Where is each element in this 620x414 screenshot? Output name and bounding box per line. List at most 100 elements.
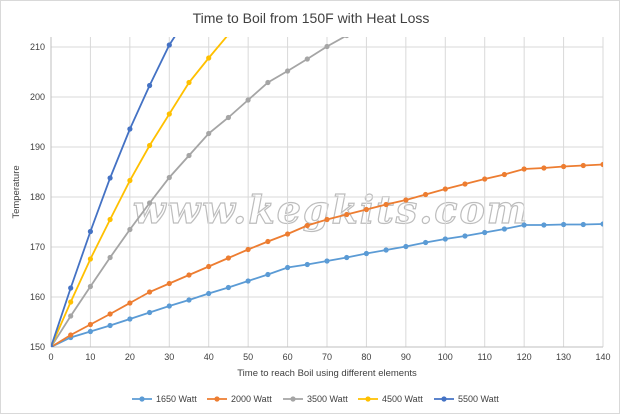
data-point-3500-watt	[265, 79, 271, 86]
data-point-1650-watt	[107, 322, 113, 329]
x-tick-label: 20	[125, 352, 135, 362]
data-point-1650-watt	[344, 254, 350, 261]
x-axis-label: Time to reach Boil using different eleme…	[237, 368, 417, 379]
data-point-2000-watt	[344, 211, 350, 218]
series-3500-watt	[51, 37, 349, 347]
data-point-3500-watt	[127, 226, 133, 233]
data-point-2000-watt	[225, 255, 231, 261]
data-point-4500-watt	[87, 256, 93, 262]
data-point-5500-watt	[87, 228, 93, 235]
legend-item-3500-watt: 3500 Watt	[283, 394, 348, 404]
data-point-1650-watt	[265, 271, 271, 278]
watermark-text: www.kegkits.com	[133, 187, 529, 232]
data-point-2000-watt	[403, 197, 409, 203]
legend-label: 2000 Watt	[231, 394, 272, 404]
data-point-1650-watt	[541, 222, 547, 228]
legend-swatch-marker	[214, 396, 220, 402]
data-point-1650-watt	[166, 303, 172, 309]
data-point-2000-watt	[383, 201, 389, 208]
data-point-4500-watt	[206, 55, 212, 61]
x-tick-label: 0	[48, 352, 53, 362]
data-point-1650-watt	[482, 229, 488, 236]
y-axis-label: Temperature	[11, 165, 22, 218]
x-tick-label: 80	[361, 352, 371, 362]
data-point-1650-watt	[600, 221, 603, 227]
x-tick-label: 60	[283, 352, 293, 362]
data-point-2000-watt	[147, 289, 153, 295]
series-1650-watt	[51, 221, 603, 347]
data-point-2000-watt	[363, 206, 369, 213]
data-point-2000-watt	[541, 165, 547, 171]
legend-label: 5500 Watt	[458, 394, 499, 404]
series-group	[51, 12, 603, 347]
x-tick-label: 40	[204, 352, 214, 362]
x-tick-label: 70	[322, 352, 332, 362]
data-point-3500-watt	[87, 283, 93, 290]
data-point-4500-watt	[186, 79, 192, 86]
data-point-1650-watt	[324, 258, 330, 264]
data-point-2000-watt	[166, 280, 172, 287]
data-point-3500-watt	[147, 200, 153, 206]
data-point-1650-watt	[521, 222, 527, 228]
series-line-3500-watt	[51, 37, 346, 347]
data-point-2000-watt	[521, 166, 527, 172]
data-point-2000-watt	[600, 161, 603, 168]
series-2000-watt	[51, 161, 603, 347]
x-tick-label: 30	[164, 352, 174, 362]
y-tick-label: 170	[30, 242, 45, 252]
legend-label: 1650 Watt	[156, 394, 197, 404]
data-point-1650-watt	[245, 278, 251, 284]
data-point-5500-watt	[186, 12, 191, 17]
x-tick-label: 140	[595, 352, 610, 362]
legend-swatch-marker	[365, 396, 371, 402]
data-point-2000-watt	[127, 300, 133, 306]
x-tick-label: 100	[438, 352, 453, 362]
data-point-2000-watt	[442, 186, 448, 192]
data-point-5500-watt	[147, 82, 153, 89]
data-point-2000-watt	[87, 321, 93, 328]
data-point-2000-watt	[304, 222, 310, 229]
data-point-1650-watt	[442, 236, 448, 242]
data-point-2000-watt	[68, 332, 74, 338]
data-point-2000-watt	[206, 263, 212, 270]
data-point-3500-watt	[304, 56, 310, 62]
series-line-5500-watt	[51, 37, 176, 347]
y-tick-label: 200	[30, 92, 45, 102]
data-point-2000-watt	[245, 246, 251, 253]
data-point-4500-watt	[68, 299, 74, 305]
legend-swatch-marker	[441, 396, 447, 402]
chart-title: Time to Boil from 150F with Heat Loss	[193, 10, 430, 26]
x-tick-label: 130	[556, 352, 571, 362]
legend-item-1650-watt: 1650 Watt	[132, 394, 197, 404]
data-point-1650-watt	[383, 247, 389, 253]
data-point-3500-watt	[225, 114, 231, 121]
data-point-2000-watt	[462, 181, 468, 187]
data-point-1650-watt	[501, 226, 507, 232]
data-point-3500-watt	[285, 68, 291, 74]
data-point-1650-watt	[206, 290, 212, 297]
data-point-1650-watt	[304, 261, 310, 268]
data-point-2000-watt	[265, 238, 271, 245]
x-tick-label: 120	[517, 352, 532, 362]
data-point-4500-watt	[127, 177, 133, 184]
data-point-2000-watt	[423, 191, 429, 198]
data-point-1650-watt	[127, 316, 133, 322]
y-tick-label: 150	[30, 342, 45, 352]
y-tick-label: 180	[30, 192, 45, 202]
data-point-3500-watt	[68, 313, 74, 319]
legend-swatch-marker	[139, 396, 145, 402]
series-4500-watt	[51, 37, 230, 347]
legend-item-4500-watt: 4500 Watt	[358, 394, 423, 404]
data-point-3500-watt	[166, 174, 172, 181]
data-point-2000-watt	[580, 162, 586, 169]
data-point-1650-watt	[403, 243, 409, 250]
gridlines	[50, 37, 604, 348]
x-tick-label: 50	[243, 352, 253, 362]
legend-swatch-marker	[290, 396, 296, 402]
data-point-5500-watt	[68, 285, 74, 291]
data-point-1650-watt	[186, 297, 192, 303]
data-point-2000-watt	[107, 311, 113, 317]
data-point-2000-watt	[501, 171, 507, 178]
data-point-3500-watt	[186, 152, 192, 159]
